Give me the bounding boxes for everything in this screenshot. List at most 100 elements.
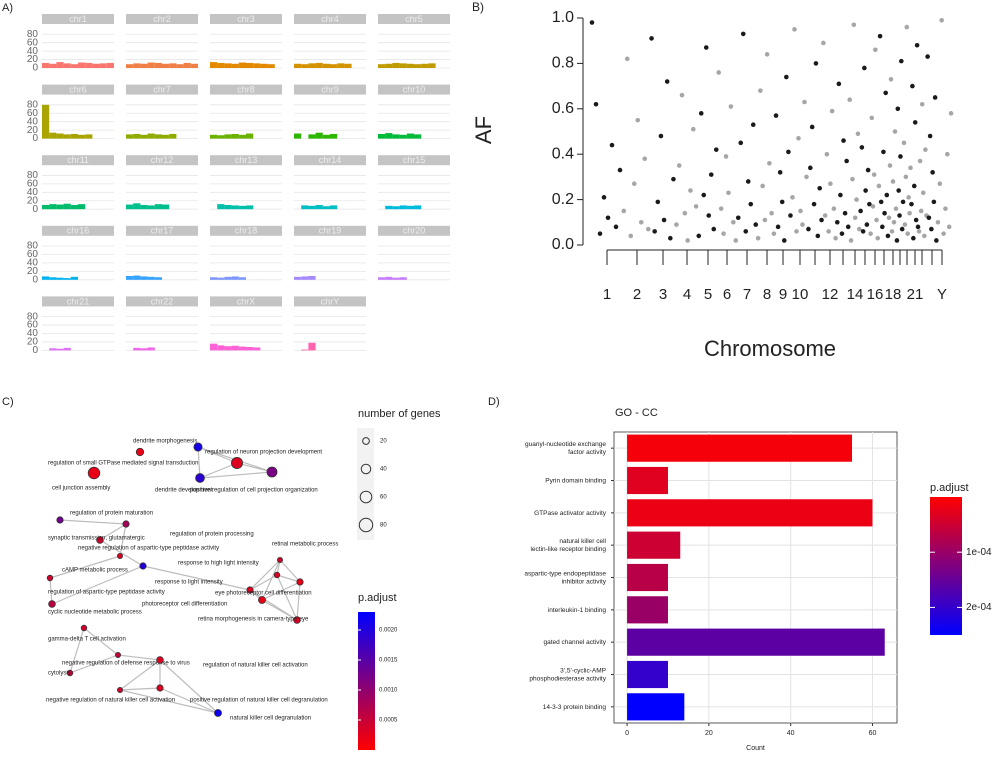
point — [911, 183, 917, 189]
size-legend-circle — [360, 463, 372, 475]
edge — [99, 523, 127, 541]
x-tick-label: 5 — [704, 286, 712, 303]
bar — [246, 347, 254, 351]
bar — [399, 205, 407, 210]
bar — [627, 563, 668, 592]
edge — [261, 559, 281, 601]
bar — [238, 346, 246, 351]
bar — [147, 347, 155, 351]
facet-strip — [294, 84, 366, 95]
node-label: photoreceptor cell differentiation — [142, 602, 227, 608]
point — [939, 17, 944, 23]
facet-title: chr16 — [67, 226, 90, 236]
edge — [197, 446, 201, 479]
label-line: guanyl-nucleotide exchange — [525, 441, 606, 448]
point — [886, 215, 892, 221]
x-tick-label: 12 — [822, 286, 839, 303]
point — [664, 79, 670, 84]
edge — [49, 555, 121, 579]
point — [703, 45, 709, 50]
y-tick-label: gated channel activity — [543, 639, 606, 646]
point — [863, 188, 868, 193]
y-tick-label: 80 — [27, 99, 39, 110]
point — [850, 176, 855, 182]
facet-strip — [294, 155, 366, 166]
point — [899, 226, 905, 232]
point — [862, 65, 867, 71]
y-tick-label: GTPase activator activity — [534, 510, 607, 517]
y-tick-label: 0 — [32, 204, 38, 215]
point — [767, 160, 772, 166]
point — [824, 151, 830, 157]
point — [844, 158, 849, 164]
bar — [126, 276, 134, 280]
bar — [308, 342, 316, 351]
facet-strip — [126, 296, 198, 307]
point — [865, 167, 871, 173]
point — [908, 165, 913, 171]
y-tick-label: 0 — [32, 63, 38, 74]
point — [937, 181, 943, 187]
bar — [378, 277, 386, 280]
point — [851, 22, 857, 28]
point — [945, 151, 950, 157]
bar — [627, 628, 885, 656]
bar — [49, 132, 57, 139]
bar — [210, 343, 218, 351]
chart-title: GO - CC — [615, 407, 658, 419]
y-tick-label: interleukin-1 binding — [548, 607, 607, 614]
label-line: GTPase activator activity — [534, 510, 607, 517]
point — [875, 235, 881, 241]
edge — [69, 654, 119, 674]
bar — [378, 64, 386, 68]
bar — [231, 133, 239, 139]
point — [674, 222, 679, 227]
bar — [414, 205, 422, 210]
point — [779, 199, 785, 205]
bar — [140, 204, 148, 210]
node-label: dendrite morphogenesis — [133, 439, 197, 445]
node — [258, 596, 266, 604]
point — [854, 197, 859, 202]
bar — [92, 63, 100, 68]
point — [909, 201, 914, 207]
facet-strip — [126, 155, 198, 166]
point — [815, 233, 821, 239]
point — [839, 231, 845, 236]
edge — [119, 689, 219, 714]
point — [881, 149, 886, 155]
node-label: cAMP metabolic process — [62, 568, 128, 574]
point — [935, 220, 941, 225]
bar — [308, 63, 316, 68]
point — [786, 149, 791, 155]
facet-strip — [210, 155, 282, 166]
bar — [315, 132, 323, 139]
label-line: gated channel activity — [543, 639, 606, 646]
point — [708, 172, 714, 177]
bar — [301, 64, 309, 68]
bar — [406, 63, 414, 68]
bar — [294, 63, 302, 68]
point — [906, 195, 911, 200]
bar — [337, 63, 345, 68]
y-tick-label: 80 — [27, 29, 39, 40]
bar — [392, 277, 400, 280]
bar — [140, 348, 148, 351]
point — [896, 188, 901, 193]
y-tick-label: 60 — [27, 108, 39, 119]
edge — [249, 589, 298, 621]
point — [731, 220, 736, 225]
y-tick-label: 40 — [27, 187, 39, 198]
facet-title: chr17 — [151, 226, 174, 236]
bar — [344, 63, 352, 68]
bar — [224, 346, 232, 351]
bar — [147, 276, 155, 280]
point — [910, 83, 915, 89]
point — [931, 199, 937, 205]
point — [869, 115, 875, 121]
point — [748, 201, 754, 207]
edge — [59, 519, 127, 525]
point — [809, 124, 815, 130]
x-tick-label: 2 — [633, 286, 641, 303]
node — [80, 624, 88, 632]
